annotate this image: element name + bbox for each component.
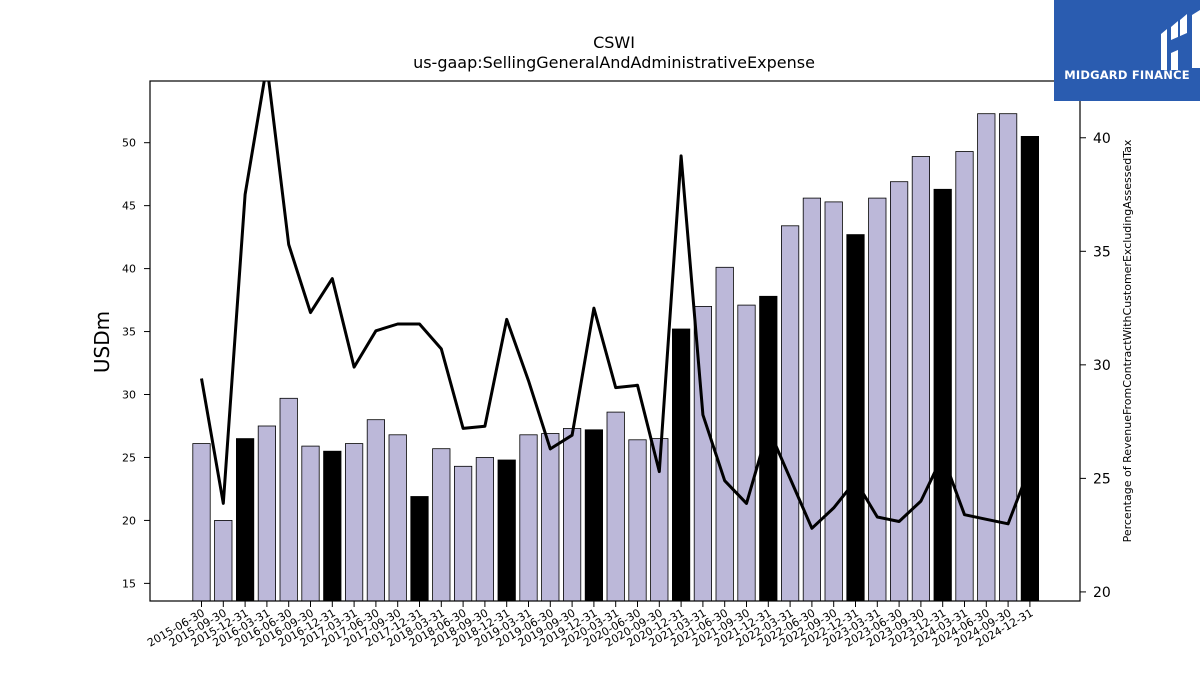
bar-2019-03-31 [519, 434, 538, 602]
bar-2022-12-31 [846, 234, 865, 602]
bar-2017-12-31 [410, 496, 429, 602]
bar-2020-03-31 [606, 411, 625, 602]
bar-2024-12-31 [1020, 135, 1040, 602]
bar-2018-09-30 [475, 457, 495, 602]
y-tick-label: 20 [122, 514, 136, 527]
bar-2016-09-30 [301, 445, 320, 602]
x-axis: 2015-06-302015-09-302015-12-312016-03-31… [145, 601, 1035, 650]
y-tick-label: 30 [122, 389, 136, 402]
bar-2016-03-31 [257, 425, 277, 602]
bar-2017-06-30 [366, 419, 386, 602]
y-tick-label: 40 [122, 263, 136, 276]
y2-tick-label: 25 [1093, 471, 1111, 487]
bar-2018-06-30 [453, 465, 473, 602]
bar-2019-09-30 [563, 428, 582, 602]
bar-2024-03-31 [955, 151, 974, 602]
bar-2023-09-30 [911, 156, 931, 602]
line-series [200, 81, 1032, 530]
bar-2015-09-30 [214, 520, 233, 602]
y2-axis-label: Percentage of RevenueFromContractWithCus… [1121, 139, 1134, 542]
bar-2022-03-31 [781, 225, 800, 602]
bar-2024-09-30 [999, 113, 1018, 602]
y-tick-label: 35 [122, 326, 136, 339]
y-axis-left: 15 20 25 30 35 40 45 50 [122, 137, 150, 590]
bar-2017-03-31 [344, 443, 364, 602]
bar-series [192, 113, 1040, 602]
bar-2021-06-30 [715, 266, 734, 602]
logo-mark-icon [1161, 10, 1200, 70]
bar-2020-06-30 [628, 439, 647, 602]
y-axis-right: 20 25 30 35 40 [1080, 131, 1111, 601]
logo: MIDGARD FINANCE [1054, 0, 1200, 101]
chart-title: CSWI [593, 33, 635, 52]
line-path [200, 81, 1032, 530]
y-tick-label: 25 [122, 451, 136, 464]
bar-2016-12-31 [323, 450, 342, 602]
y-tick-label: 45 [122, 200, 136, 213]
y-tick-label: 15 [122, 577, 136, 590]
bar-2024-06-30 [977, 113, 996, 602]
bar-2018-12-31 [497, 459, 516, 602]
bar-2018-03-31 [432, 448, 451, 602]
bar-2022-06-30 [802, 197, 822, 602]
chart-subtitle: us-gaap:SellingGeneralAndAdministrativeE… [413, 53, 815, 72]
bar-2021-09-30 [737, 304, 756, 602]
bar-2017-09-30 [388, 434, 407, 602]
bar-2016-06-30 [279, 397, 298, 602]
y2-tick-label: 40 [1093, 131, 1111, 147]
logo-text: MIDGARD FINANCE [1064, 68, 1190, 82]
plot-frame [149, 80, 1081, 602]
bar-2023-03-31 [868, 197, 887, 602]
y2-tick-label: 30 [1093, 358, 1111, 374]
bar-2022-09-30 [824, 201, 843, 602]
bar-2020-12-31 [672, 328, 691, 602]
y2-tick-label: 20 [1093, 585, 1111, 601]
y-axis-label: USDm [90, 311, 114, 373]
bar-2015-12-31 [235, 438, 255, 602]
bar-2019-12-31 [584, 429, 604, 602]
y-tick-label: 50 [122, 137, 136, 150]
bar-2015-06-30 [192, 443, 211, 602]
bar-2019-06-30 [541, 433, 560, 602]
y2-tick-label: 35 [1093, 244, 1111, 260]
bar-2023-12-31 [933, 188, 952, 602]
bar-2023-06-30 [890, 181, 909, 602]
